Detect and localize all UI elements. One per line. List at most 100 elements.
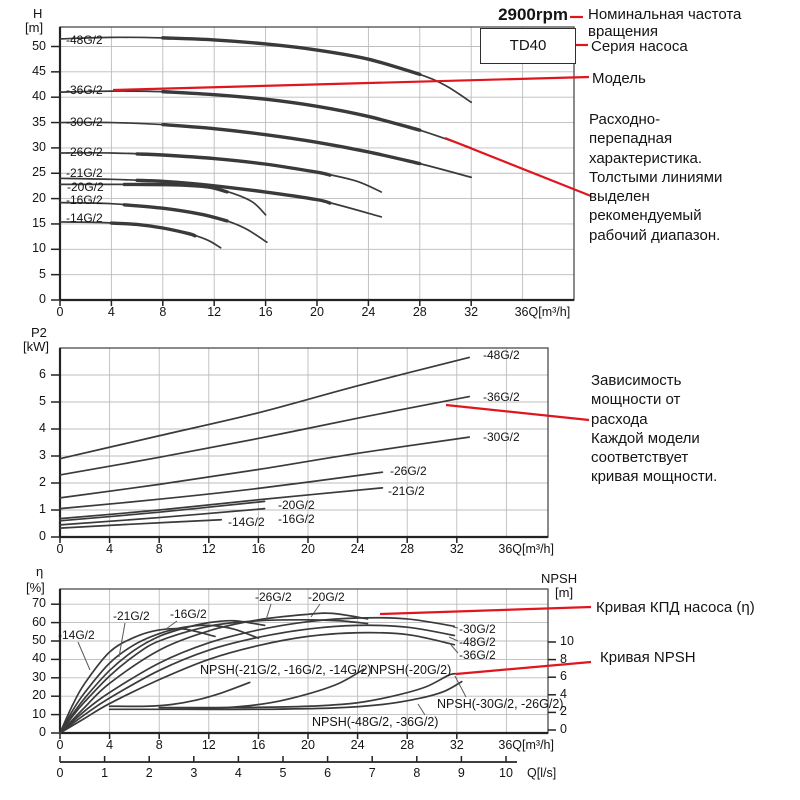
curve-label: -20G/2	[67, 180, 104, 194]
x-tick-label: 32	[464, 305, 479, 319]
pump-series-box: TD40	[480, 28, 576, 64]
curve-label: -14G/2	[58, 628, 95, 642]
npsh-tick-label: 6	[560, 669, 567, 684]
y-tick-label: 40	[32, 651, 46, 666]
y-tick-label: 50	[32, 38, 46, 53]
y-tick-label: 25	[32, 165, 46, 180]
hq-note: Расходно- перепадная характеристика. Тол…	[589, 111, 723, 244]
x-axis-unit-label: 36Q[m³/h]	[514, 305, 571, 319]
y-tick-label: 6	[39, 367, 46, 381]
y-tick-label: 2	[39, 475, 46, 489]
x-tick-label: 24	[361, 305, 376, 319]
y-tick-label: 35	[32, 114, 46, 129]
y-axis-title: H	[33, 6, 43, 21]
x-tick-label: 32	[449, 738, 464, 752]
npsh-tick-label: 0	[560, 722, 567, 736]
curve-label: -16G/2	[278, 512, 315, 526]
y-axis-unit: [m]	[25, 20, 44, 35]
ls-axis-unit-label: Q[l/s]	[527, 766, 557, 780]
y-tick-label: 30	[32, 139, 46, 154]
y-tick-label: 20	[32, 688, 46, 703]
curve-label: -36G/2	[483, 390, 520, 404]
curve-label: -30G/2	[66, 115, 103, 129]
model-note: Модель	[592, 70, 646, 87]
x-tick-label: 12	[201, 738, 216, 752]
power-note: Зависимость мощности от расхода Каждой м…	[591, 372, 718, 486]
npsh-curve-label: NPSH(-30G/2, -26G/2)	[437, 697, 564, 711]
curve-label: -36G/2	[459, 648, 496, 662]
ls-tick-label: 5	[279, 766, 287, 780]
annotation-pointer-line	[379, 605, 592, 616]
curve-label: -26G/2	[255, 590, 292, 604]
x-tick-label: 28	[400, 738, 415, 752]
ls-tick-label: 4	[234, 766, 242, 780]
x-tick-label: 16	[251, 542, 266, 556]
npsh-axis-unit: [m]	[555, 585, 574, 600]
ls-tick-label: 7	[368, 766, 376, 780]
curve-label: -48G/2	[483, 348, 520, 362]
curve-label: -26G/2	[390, 464, 427, 478]
y-tick-label: 0	[39, 292, 46, 306]
x-tick-label: 4	[106, 542, 114, 556]
x-tick-label: 28	[412, 305, 427, 319]
curve-label: -16G/2	[66, 193, 103, 207]
y-axis-unit: [kW]	[23, 339, 49, 354]
x-tick-label: 32	[449, 542, 464, 556]
curve-label: -36G/2	[66, 83, 103, 97]
x-tick-label: 8	[159, 305, 167, 319]
curve-label: -20G/2	[278, 498, 315, 512]
x-tick-label: 0	[56, 542, 64, 556]
y-tick-label: 5	[39, 266, 46, 281]
curve-label: -48G/2	[459, 635, 496, 649]
annotation-pointer-line	[445, 403, 590, 422]
x-tick-label: 20	[310, 305, 324, 319]
npsh-tick-label: 8	[560, 651, 567, 666]
y-tick-label: 45	[32, 63, 46, 78]
ls-tick-label: 6	[324, 766, 332, 780]
npsh-curve-label: NPSH(-20G/2)	[370, 663, 452, 677]
efficiency-note: Кривая КПД насоса (η)	[596, 599, 755, 616]
curve-label: -20G/2	[308, 590, 345, 604]
x-tick-label: 28	[400, 542, 415, 556]
y-tick-label: 70	[32, 596, 46, 611]
curve-label: -30G/2	[483, 430, 520, 444]
x-tick-label: 0	[56, 305, 64, 319]
npsh-tick-label: 2	[560, 704, 567, 719]
ls-tick-label: 1	[101, 766, 109, 780]
y-tick-label: 20	[32, 190, 46, 205]
ls-tick-label: 9	[457, 766, 465, 780]
y-tick-label: 0	[39, 725, 46, 739]
y-tick-label: 4	[39, 421, 46, 435]
y-tick-label: 10	[32, 241, 46, 256]
rpm-note: Номинальная частота вращения	[588, 6, 742, 40]
x-tick-label: 16	[258, 305, 273, 319]
x-tick-label: 12	[201, 542, 216, 556]
x-tick-label: 8	[155, 542, 163, 556]
y-tick-label: 0	[39, 529, 46, 543]
ls-tick-label: 8	[413, 766, 421, 780]
y-tick-label: 50	[32, 633, 46, 647]
y-axis-title: P2	[31, 325, 47, 340]
x-tick-label: 4	[107, 305, 115, 319]
y-axis-title: η	[36, 564, 44, 579]
y-tick-label: 40	[32, 89, 46, 104]
curve-label: -21G/2	[113, 609, 150, 623]
annotation-pointer-line	[455, 660, 592, 676]
ls-tick-label: 10	[499, 766, 513, 780]
npsh-tick-label: 4	[560, 686, 567, 701]
npsh-axis-title: NPSH	[541, 571, 578, 586]
curve-label: -26G/2	[66, 145, 103, 159]
series-note: Серия насоса	[591, 38, 688, 55]
annotation-pointer-line	[112, 75, 590, 92]
x-axis-unit-label: 36Q[m³/h]	[498, 542, 554, 556]
npsh-curve-label: NPSH(-48G/2, -36G/2)	[312, 715, 439, 729]
x-tick-label: 16	[251, 738, 266, 752]
ls-tick-label: 0	[56, 766, 64, 780]
x-tick-label: 24	[350, 738, 365, 752]
curve-label: -21G/2	[66, 166, 103, 180]
x-tick-label: 0	[56, 738, 64, 752]
y-tick-label: 3	[39, 448, 46, 462]
x-tick-label: 20	[301, 542, 315, 556]
